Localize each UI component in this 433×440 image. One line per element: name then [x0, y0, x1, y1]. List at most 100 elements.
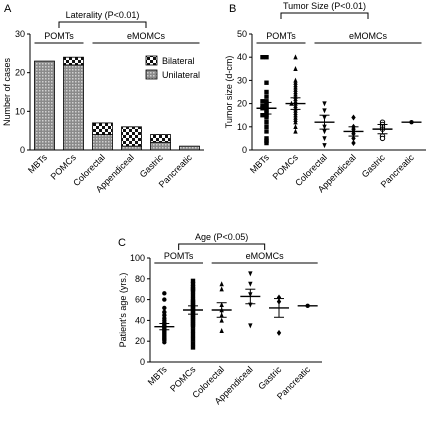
b-data-point: [264, 138, 269, 143]
b-y-tick-label: 30: [237, 75, 247, 85]
a-comparison-bracket: [58, 21, 147, 28]
b-data-point: [264, 129, 269, 134]
a-y-tick-label: 30: [15, 29, 25, 39]
c-data-point: [219, 286, 224, 292]
b-y-tick-label: 20: [237, 99, 247, 109]
c-data-point: [190, 281, 196, 287]
b-data-point: [293, 54, 298, 60]
b-data-point: [293, 119, 298, 125]
c-comparison-bracket: [178, 243, 266, 250]
c-title: Age (P<0.05): [195, 232, 248, 242]
c-data-point: [162, 340, 167, 345]
a-bar-unilateral: [121, 145, 142, 151]
c-y-tick-label: 60: [135, 295, 145, 305]
c-data-point: [162, 309, 167, 315]
b-data-point: [264, 124, 269, 129]
c-y-tick-label: 20: [135, 336, 145, 346]
b-data-point: [264, 136, 269, 141]
b-comparison-bracket: [280, 12, 369, 19]
a-bar-unilateral: [150, 141, 171, 151]
b-data-point: [322, 143, 327, 149]
c-data-point: [190, 341, 196, 346]
c-group-label-pomts: POMTs: [164, 251, 194, 261]
b-data-point: [379, 135, 386, 142]
a-y-tick-label: 10: [15, 106, 25, 116]
a-legend-swatch-unilateral: [145, 69, 158, 80]
c-data-point: [162, 297, 167, 302]
b-title: Tumor Size (P<0.01): [283, 1, 366, 11]
a-legend-swatch-bilateral: [145, 55, 158, 66]
c-data-point: [248, 271, 253, 277]
b-data-point: [264, 55, 269, 60]
c-data-point: [248, 323, 253, 329]
b-data-point: [264, 89, 269, 95]
b-data-point: [260, 99, 265, 104]
a-y-tick-label: 20: [15, 68, 25, 78]
c-data-point: [190, 332, 196, 338]
b-x-tick-label: Gastric: [360, 152, 388, 180]
b-data-point: [264, 119, 269, 125]
c-data-point: [190, 345, 196, 350]
c-data-point: [248, 281, 253, 287]
a-group-label-pomts: POMTs: [44, 31, 74, 41]
c-y-axis-label: Patient's age (yrs.): [118, 273, 128, 348]
a-bar-unilateral: [179, 145, 200, 151]
a-group-label-emomcs: eMOMCs: [127, 31, 165, 41]
b-data-point: [293, 128, 298, 134]
c-y-tick-label: 40: [135, 315, 145, 325]
panel-letter-a: A: [4, 3, 12, 15]
b-data-point: [322, 136, 327, 142]
a-legend-label-unilateral: Unilateral: [162, 70, 200, 80]
c-data-point: [190, 328, 196, 333]
b-y-tick-label: 10: [237, 122, 247, 132]
b-y-axis-label: Tumor size (d-cm): [224, 56, 234, 129]
c-data-point: [219, 317, 224, 323]
b-data-point: [260, 113, 265, 118]
c-data-point: [190, 336, 196, 342]
a-y-tick-label: 0: [20, 145, 25, 155]
c-data-point: [162, 313, 167, 318]
b-data-point: [322, 108, 327, 114]
c-data-point: [190, 324, 196, 329]
b-x-tick-label: MBTs: [248, 152, 271, 175]
b-y-tick-label: 40: [237, 52, 247, 62]
b-data-point: [264, 99, 269, 104]
c-data-point: [219, 328, 224, 333]
c-y-tick-label: 100: [130, 253, 145, 263]
c-x-tick-label: MBTs: [146, 364, 169, 387]
b-data-point: [322, 129, 327, 135]
b-data-point: [351, 114, 356, 121]
panel-letter-c: C: [118, 237, 126, 249]
b-data-point: [264, 113, 269, 118]
c-data-point: [190, 289, 196, 294]
b-data-point: [264, 94, 269, 99]
c-data-point: [162, 305, 167, 311]
a-bar-bilateral: [150, 134, 171, 143]
panel-letter-b: B: [229, 3, 236, 15]
c-data-point: [276, 329, 282, 336]
a-x-tick-label: MBTs: [26, 152, 49, 175]
b-data-point: [264, 140, 269, 146]
c-y-tick-label: 80: [135, 274, 145, 284]
b-data-point: [264, 80, 269, 85]
c-data-point: [190, 278, 196, 284]
b-y-tick-label: 50: [237, 29, 247, 39]
a-bar-unilateral: [92, 134, 113, 151]
b-data-point: [351, 140, 356, 147]
a-title: Laterality (P<0.01): [66, 10, 140, 20]
b-data-point: [260, 103, 265, 109]
b-data-point: [351, 135, 356, 142]
b-group-label-emomcs: eMOMCs: [349, 31, 387, 41]
a-bar-unilateral: [34, 60, 55, 151]
c-group-label-emomcs: eMOMCs: [246, 251, 284, 261]
b-data-point: [322, 101, 327, 107]
c-data-point: [219, 281, 224, 287]
c-y-tick-label: 0: [140, 357, 145, 367]
a-y-axis-label: Number of cases: [2, 57, 12, 126]
a-x-tick-label: Gastric: [138, 152, 166, 180]
b-group-label-pomts: POMTs: [266, 31, 296, 41]
